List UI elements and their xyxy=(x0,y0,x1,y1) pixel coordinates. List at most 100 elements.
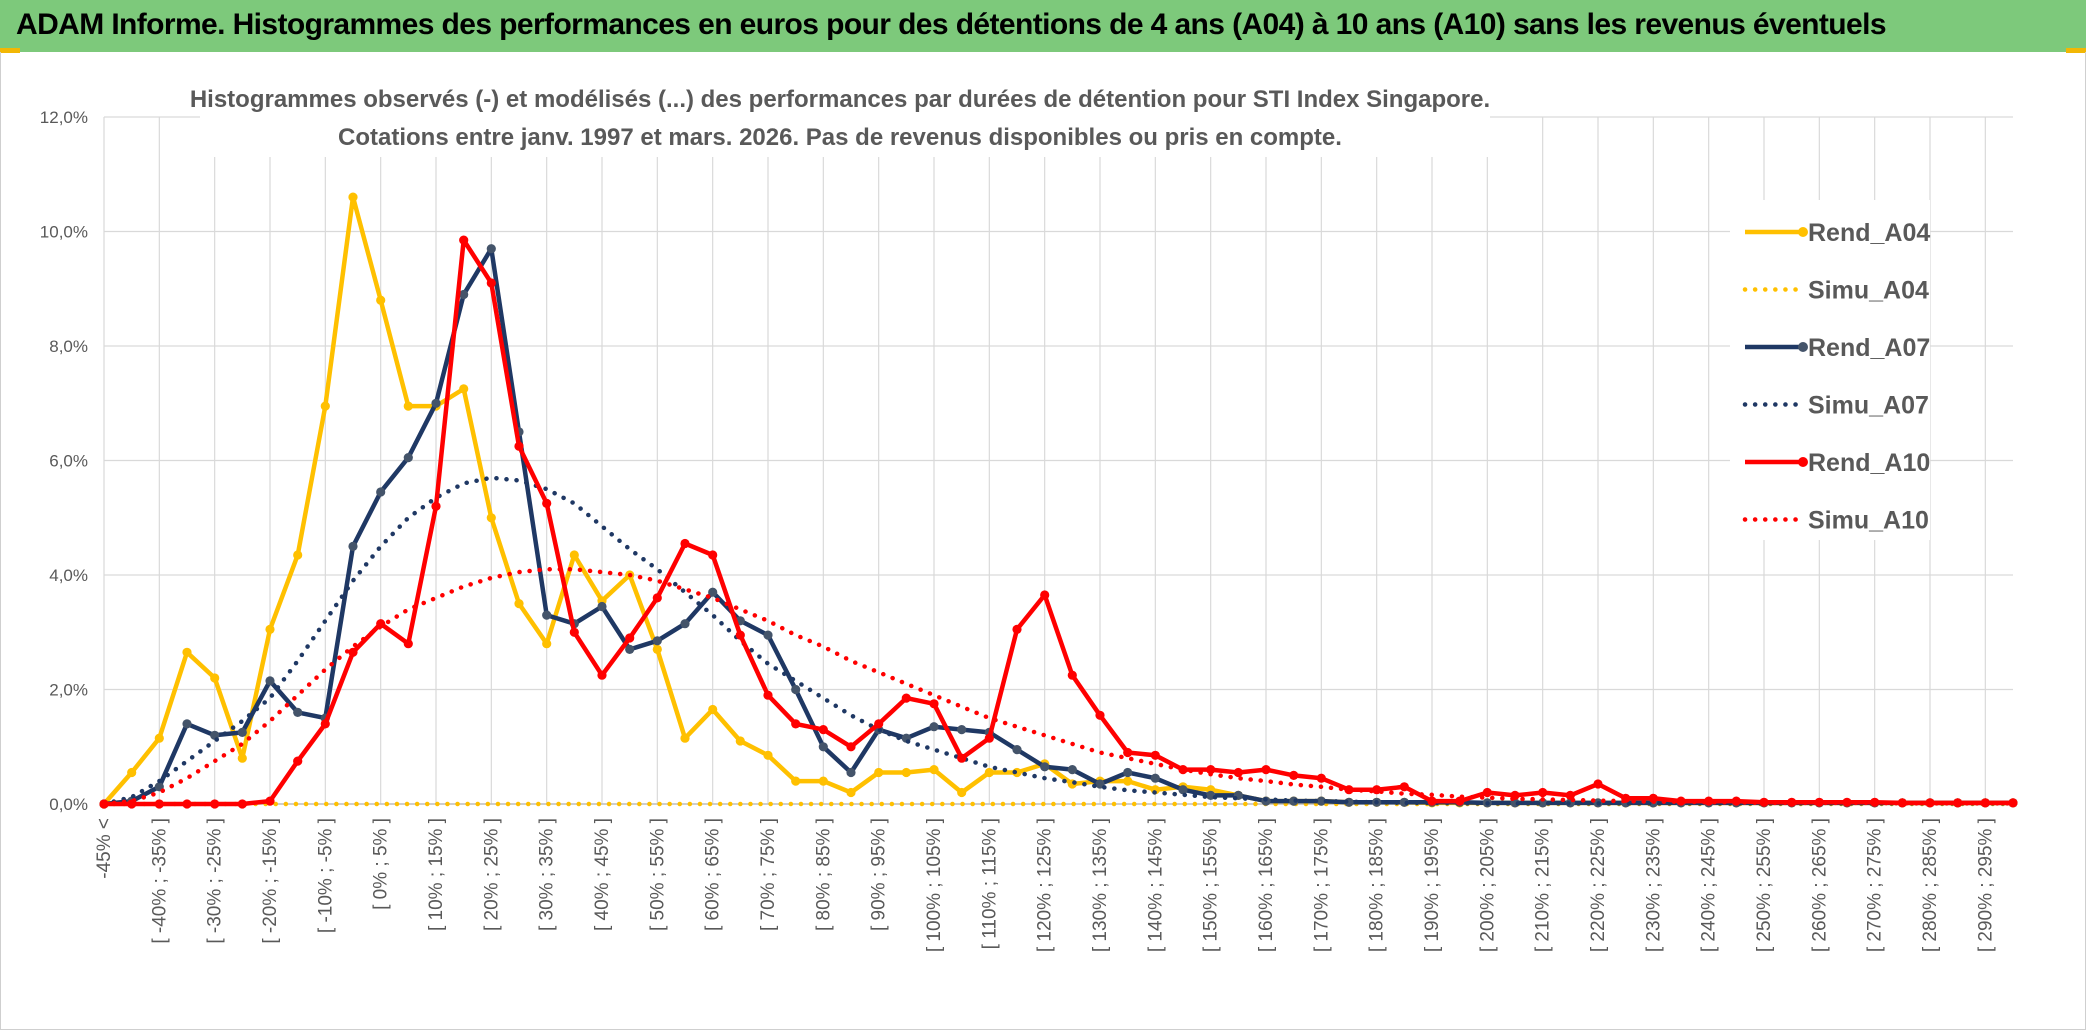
data-point xyxy=(1233,767,1243,778)
data-point xyxy=(1565,790,1575,801)
x-tick-label: [ 230% ; 235% ] xyxy=(1643,818,1664,952)
data-point xyxy=(874,719,884,729)
data-point xyxy=(1040,590,1050,600)
x-tick-label: [ 160% ; 165% ] xyxy=(1256,818,1277,952)
legend-label: Simu_A10 xyxy=(1808,507,1929,535)
x-tick-label: -45% < xyxy=(94,818,115,879)
data-point xyxy=(1316,796,1326,806)
data-point xyxy=(1040,762,1050,772)
data-point xyxy=(1178,785,1188,795)
data-point xyxy=(403,639,413,649)
data-point xyxy=(957,787,967,798)
x-tick-label: [ 120% ; 125% ] xyxy=(1035,818,1056,952)
data-point xyxy=(431,398,441,408)
x-tick-label: [ 220% ; 225% ] xyxy=(1588,818,1609,952)
series-line xyxy=(101,567,2016,807)
data-point xyxy=(459,235,469,245)
x-tick-label: [ 30% ; 35% ] xyxy=(537,818,558,931)
data-point xyxy=(1814,797,1824,807)
data-point xyxy=(154,733,164,743)
data-point xyxy=(1538,798,1548,808)
x-tick-label: [ 270% ; 275% ] xyxy=(1865,818,1886,952)
data-point xyxy=(846,742,856,752)
data-point xyxy=(348,647,358,657)
data-point xyxy=(735,736,745,746)
title-banner: ADAM Informe. Histogrammes des performan… xyxy=(0,0,2086,52)
data-point xyxy=(818,725,828,735)
corner-accent-left xyxy=(0,48,20,53)
data-point xyxy=(874,767,884,778)
y-tick-label: 2,0% xyxy=(49,681,88,700)
data-point xyxy=(1067,670,1077,680)
x-tick-label: [ 20% ; 25% ] xyxy=(481,818,502,931)
data-point xyxy=(1150,773,1160,783)
x-tick-label: [ 140% ; 145% ] xyxy=(1145,818,1166,952)
data-point xyxy=(1399,782,1409,792)
data-point xyxy=(1123,776,1133,786)
x-tick-label: [ 290% ; 295% ] xyxy=(1975,818,1996,952)
data-point xyxy=(597,601,607,612)
legend: Rend_A04 Simu_A04 Rend_A07 Simu_A07 Rend_A10… xyxy=(1730,200,1930,540)
data-point xyxy=(486,244,496,254)
chart-title-line-2: Cotations entre janv. 1997 et mars. 2026… xyxy=(338,124,1342,151)
data-point xyxy=(1316,773,1326,783)
legend-label: Rend_A04 xyxy=(1808,219,1930,247)
data-point xyxy=(431,501,441,511)
data-point xyxy=(818,776,828,786)
data-point xyxy=(1095,710,1105,720)
data-point xyxy=(652,593,662,603)
data-point xyxy=(1289,770,1299,781)
data-point xyxy=(1012,745,1022,755)
data-point xyxy=(459,384,469,394)
x-tick-label: [ 180% ; 185% ] xyxy=(1367,818,1388,952)
chart-title-line-1: Histogrammes observés (-) et modélisés (… xyxy=(190,86,1490,113)
data-point xyxy=(1897,798,1907,808)
y-tick-label: 6,0% xyxy=(49,452,88,471)
data-point xyxy=(127,767,137,778)
x-tick-label: [ 0% ; 5% ] xyxy=(371,818,392,910)
legend-item: Rend_A10 xyxy=(1745,449,1930,477)
data-point xyxy=(293,550,303,560)
data-point xyxy=(1704,796,1714,806)
data-point xyxy=(1123,767,1133,778)
x-tick-label: [ 200% ; 205% ] xyxy=(1477,818,1498,952)
data-point xyxy=(1206,765,1216,775)
data-point xyxy=(680,733,690,743)
data-point xyxy=(625,644,635,655)
x-tick-label: [ 150% ; 155% ] xyxy=(1201,818,1222,952)
x-tick-label: [ 80% ; 85% ] xyxy=(813,818,834,931)
x-tick-label: [ -40% ; -35% ] xyxy=(149,818,170,944)
x-tick-label: [ 280% ; 285% ] xyxy=(1920,818,1941,952)
data-point xyxy=(265,676,275,686)
series-line xyxy=(104,237,2013,807)
data-point xyxy=(237,727,247,738)
data-point xyxy=(846,767,856,778)
chart-title: Histogrammes observés (-) et modélisés (… xyxy=(190,75,1490,157)
data-point xyxy=(459,289,469,300)
legend-marker xyxy=(1798,227,1808,237)
y-tick-label: 8,0% xyxy=(49,337,88,356)
data-point xyxy=(293,756,303,766)
data-point xyxy=(1012,624,1022,635)
data-point xyxy=(846,787,856,798)
data-point xyxy=(791,719,801,729)
data-point xyxy=(1123,747,1133,758)
series-rend-a04 xyxy=(99,192,2018,809)
x-tick-label: [ 60% ; 65% ] xyxy=(703,818,724,931)
data-point xyxy=(320,401,330,411)
data-point xyxy=(1427,796,1437,806)
y-tick-label: 12,0% xyxy=(40,108,88,127)
data-point xyxy=(1538,787,1548,798)
legend-item: Simu_A10 xyxy=(1742,507,1929,535)
x-tick-label: [ 40% ; 45% ] xyxy=(592,818,613,931)
x-tick-label: [ 70% ; 75% ] xyxy=(758,818,779,931)
data-point xyxy=(514,599,524,609)
data-point xyxy=(293,707,303,718)
x-axis-ticks: -45% < [ -40% ; -35% ] [ -30% ; -25% ] [ -2… xyxy=(94,818,1996,952)
x-tick-label: [ -10% ; -5% ] xyxy=(315,818,336,933)
series-simu-a07 xyxy=(101,475,2016,807)
data-point xyxy=(708,587,718,597)
series-line xyxy=(102,194,2013,806)
data-point xyxy=(237,799,247,809)
